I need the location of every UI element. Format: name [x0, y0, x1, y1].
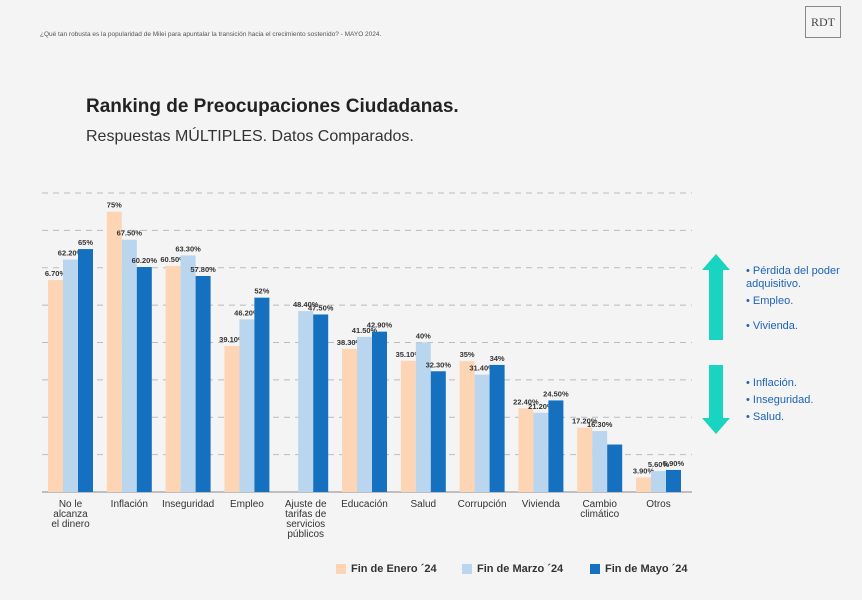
bar [400, 360, 416, 492]
bar [224, 345, 240, 492]
side-list-up: • Pérdida del poder adquisitivo. • Emple… [746, 265, 862, 333]
bar [636, 477, 651, 492]
data-label: 35.10% [396, 350, 422, 359]
category-label: Cambio [582, 499, 617, 510]
bar [666, 469, 681, 492]
bar [651, 471, 666, 492]
bar [180, 255, 196, 492]
category-label: Inseguridad [162, 499, 214, 510]
side-item: • Inflación. [746, 377, 797, 389]
arrow-down-icon [702, 365, 730, 434]
side-item: • Pérdida del poder adquisitivo. [746, 265, 840, 290]
data-label: 46.20% [234, 308, 260, 317]
bar [136, 267, 152, 492]
data-label: 6.70% [45, 269, 67, 278]
category-label: Inflación [111, 499, 148, 510]
data-label: 24.50% [543, 389, 569, 398]
bar [298, 311, 314, 492]
category-label: climático [580, 509, 619, 520]
category-label: alcanza [53, 509, 88, 520]
category-label: Ajuste de [285, 499, 327, 510]
side-item: • Salud. [746, 411, 785, 423]
bar [78, 249, 93, 492]
side-item: • Vivienda. [746, 320, 798, 332]
data-label: 75% [107, 201, 122, 210]
category-label: Empleo [230, 499, 264, 510]
logo: RDT [805, 6, 841, 38]
data-label: 17.20% [572, 417, 598, 426]
data-label: 57.80% [190, 265, 216, 274]
bar [63, 259, 78, 492]
data-label: 32.30% [426, 360, 452, 369]
bar [121, 239, 137, 492]
header-question: ¿Qué tan robusta es la popularidad de Mi… [40, 31, 382, 38]
category-label: tarifas de [285, 509, 327, 520]
category-label: Vivienda [522, 499, 561, 510]
bar [607, 444, 623, 492]
category-label: servicios [286, 519, 325, 530]
data-label: 22.40% [513, 397, 539, 406]
bar [313, 314, 329, 492]
data-label: 60.20% [132, 256, 158, 265]
data-label: 67.50% [117, 229, 143, 238]
data-label: 35% [460, 350, 475, 359]
bar [430, 371, 446, 492]
bar [254, 297, 270, 492]
bar [592, 431, 608, 492]
bar [474, 374, 490, 492]
category-label: Educación [341, 499, 388, 510]
data-label: 3.90% [633, 466, 655, 475]
data-label: 16.30% [587, 420, 613, 429]
legend-marzo: Fin de Marzo ´24 [462, 563, 563, 575]
data-label: 65% [78, 238, 93, 247]
bar [106, 211, 122, 492]
data-label: 47.50% [308, 303, 334, 312]
bar [489, 364, 505, 492]
bar [48, 280, 63, 492]
bar [239, 319, 255, 492]
category-label: el dinero [51, 519, 90, 530]
bar [415, 342, 431, 492]
data-label: 41.50% [352, 326, 378, 335]
data-label: 31.40% [469, 364, 495, 373]
data-label: 42.90% [367, 321, 393, 330]
data-label: 63.30% [175, 244, 201, 253]
chart-title: Ranking de Preocupaciones Ciudadanas. [86, 96, 459, 117]
bar [577, 427, 593, 492]
data-label: 39.10% [219, 335, 245, 344]
bar [533, 412, 549, 492]
category-label: Corrupción [458, 499, 507, 510]
data-label: 48.40% [293, 300, 319, 309]
data-label: 34% [490, 354, 505, 363]
bar [357, 336, 372, 492]
category-label: Otros [646, 499, 670, 510]
side-item: • Empleo. [746, 295, 794, 307]
bar [518, 408, 534, 492]
side-list-down: • Inflación. • Inseguridad. • Salud. [746, 377, 813, 424]
bar [342, 348, 357, 492]
bar [372, 331, 387, 492]
category-label: Salud [411, 499, 437, 510]
chart-subtitle: Respuestas MÚLTIPLES. Datos Comparados. [86, 128, 414, 145]
data-label: 60.50% [160, 255, 186, 264]
bar [165, 265, 181, 492]
legend-mayo: Fin de Mayo ´24 [590, 563, 688, 575]
bar [195, 275, 211, 492]
arrow-up-icon [702, 254, 730, 340]
data-label: 38.30% [337, 338, 363, 347]
data-label: 21.20% [528, 402, 554, 411]
data-label: 5.60% [648, 460, 670, 469]
bar [459, 361, 475, 492]
bar [548, 400, 564, 492]
data-label: 5.90% [663, 459, 685, 468]
category-label: No le [59, 499, 83, 510]
side-item: • Inseguridad. [746, 394, 814, 406]
data-label: 40% [416, 332, 431, 341]
category-label: públicos [287, 529, 324, 540]
legend-enero: Fin de Enero ´24 [336, 563, 437, 575]
data-label: 52% [254, 287, 269, 296]
data-label: 62.20% [58, 249, 84, 258]
